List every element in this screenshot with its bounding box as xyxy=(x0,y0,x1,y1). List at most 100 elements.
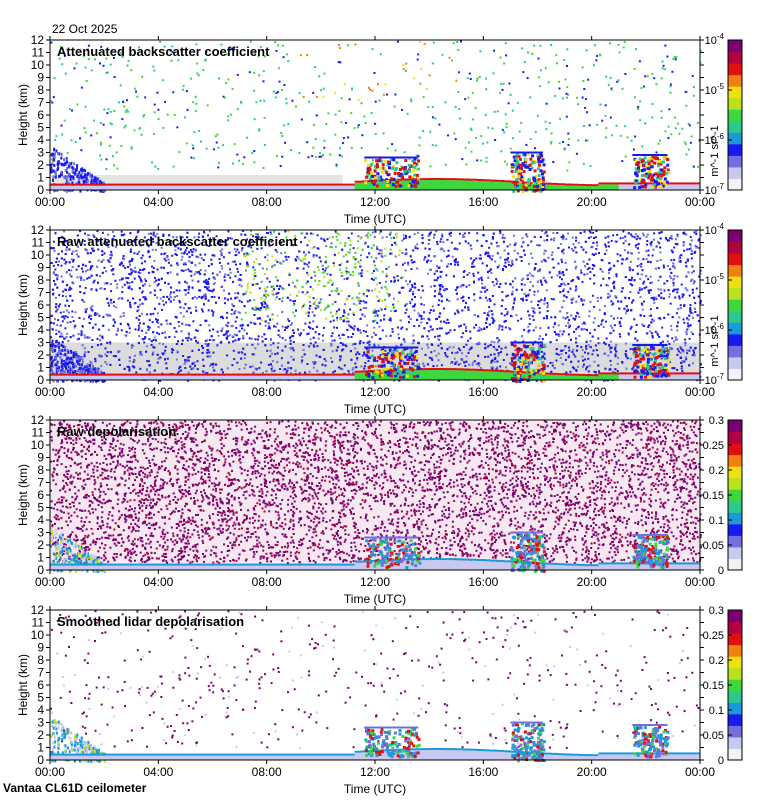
colorbar-segment xyxy=(728,40,742,53)
y-tick-label: 12 xyxy=(31,413,45,427)
colorbar-frame xyxy=(727,229,743,381)
colorbar-segment xyxy=(728,63,742,76)
colorbar-segment xyxy=(728,633,742,646)
x-tick-label: 16:00 xyxy=(468,385,498,399)
y-tick-label: 3 xyxy=(37,146,44,160)
colorbar-segment xyxy=(728,132,742,145)
colorbar-segment xyxy=(728,264,742,277)
colorbar-segment xyxy=(728,454,742,467)
y-tick-label: 8 xyxy=(37,463,44,477)
y-tick-label: 7 xyxy=(37,286,44,300)
y-tick-label: 10 xyxy=(31,438,45,452)
x-tick-label: 00:00 xyxy=(35,765,65,779)
y-tick-label: 2 xyxy=(37,728,44,742)
y-tick-label: 2 xyxy=(37,538,44,552)
y-tick-label: 9 xyxy=(37,641,44,655)
y-tick-label: 0 xyxy=(37,563,44,577)
cloud-features xyxy=(364,721,670,763)
cloud-features xyxy=(364,341,671,383)
colorbar-tick-label: 10-4 xyxy=(705,32,725,47)
y-tick-label: 0 xyxy=(37,753,44,767)
x-tick-label: 04:00 xyxy=(143,765,173,779)
y-tick-label: 7 xyxy=(37,96,44,110)
colorbar-segment xyxy=(728,299,742,312)
y-tick-label: 8 xyxy=(37,83,44,97)
colorbar-segment xyxy=(728,558,742,571)
y-tick-label: 0 xyxy=(37,183,44,197)
x-tick-label: 00:00 xyxy=(685,385,715,399)
instrument-footer: Vantaa CL61D ceilometer xyxy=(3,781,147,795)
y-tick-label: 3 xyxy=(37,526,44,540)
colorbar-segment xyxy=(728,287,742,300)
colorbar-segment xyxy=(728,230,742,243)
colorbar-tick-label: 10-4 xyxy=(705,222,725,237)
y-tick-label: 11 xyxy=(32,236,45,250)
y-tick-label: 11 xyxy=(32,46,45,60)
y-tick-label: 6 xyxy=(37,298,44,312)
colorbar-segment xyxy=(728,667,742,680)
x-axis-label: Time (UTC) xyxy=(344,782,406,796)
colorbar-tick-label: 10-7 xyxy=(705,372,725,387)
y-tick-label: 5 xyxy=(37,691,44,705)
colorbar-segment xyxy=(728,679,742,692)
x-tick-label: 00:00 xyxy=(685,575,715,589)
colorbar-segment xyxy=(728,748,742,761)
y-tick-label: 6 xyxy=(37,678,44,692)
x-tick-label: 20:00 xyxy=(577,385,607,399)
cloud-features xyxy=(364,531,670,573)
colorbar-segment xyxy=(728,166,742,179)
y-tick-label: 5 xyxy=(37,121,44,135)
colorbar-frame xyxy=(727,39,743,191)
y-tick-label: 2 xyxy=(37,348,44,362)
y-tick-label: 1 xyxy=(37,361,44,375)
x-axis: 00:00 04:00 08:00 12:00 16:00 20:00 00:00 Time … xyxy=(35,416,715,606)
colorbar-segment xyxy=(728,512,742,525)
colorbar-segment xyxy=(728,368,742,381)
colorbar-segment xyxy=(728,345,742,358)
y-axis-label: Height (km) xyxy=(16,84,30,146)
colorbar-segment xyxy=(728,725,742,738)
y-axis-label: Height (km) xyxy=(16,464,30,526)
x-tick-label: 20:00 xyxy=(577,765,607,779)
x-tick-label: 00:00 xyxy=(35,195,65,209)
colorbar-segment xyxy=(728,86,742,99)
colorbar-segment xyxy=(728,690,742,703)
colorbar-segment xyxy=(728,120,742,133)
y-tick-label: 11 xyxy=(32,426,45,440)
cloud-features xyxy=(364,151,671,193)
x-tick-label: 16:00 xyxy=(468,575,498,589)
colorbar-tick-label: 0 xyxy=(718,755,724,767)
colorbar-tick-label: 0.1 xyxy=(709,705,724,717)
y-tick-label: 10 xyxy=(31,628,45,642)
colorbar-segment xyxy=(728,276,742,289)
colorbar-unit: m^-1 sr^-1 xyxy=(709,125,721,176)
colorbar-segment xyxy=(728,97,742,110)
colorbar-segment xyxy=(728,322,742,335)
x-tick-label: 08:00 xyxy=(252,765,282,779)
y-tick-label: 7 xyxy=(37,476,44,490)
colorbar-segment xyxy=(728,333,742,346)
x-tick-label: 20:00 xyxy=(577,575,607,589)
colorbar-segment xyxy=(728,109,742,122)
colorbar-segment xyxy=(728,523,742,536)
y-tick-label: 6 xyxy=(37,108,44,122)
x-tick-label: 12:00 xyxy=(360,575,390,589)
y-tick-label: 10 xyxy=(31,58,45,72)
colorbar-tick-label: 0.25 xyxy=(703,440,724,452)
y-tick-label: 2 xyxy=(37,158,44,172)
x-tick-label: 04:00 xyxy=(143,195,173,209)
colorbar: 10-710-610-510-4m^-1 sr^-1 xyxy=(705,222,743,387)
colorbar-tick-label: 10-5 xyxy=(705,272,725,287)
panel-title: Raw attenuated backscatter coefficient xyxy=(57,234,298,249)
y-tick-label: 8 xyxy=(37,653,44,667)
colorbar-tick-label: 0.05 xyxy=(703,540,724,552)
colorbar-segment xyxy=(728,241,742,254)
y-tick-label: 12 xyxy=(31,223,45,237)
x-axis-label: Time (UTC) xyxy=(344,402,406,416)
x-tick-label: 16:00 xyxy=(468,195,498,209)
